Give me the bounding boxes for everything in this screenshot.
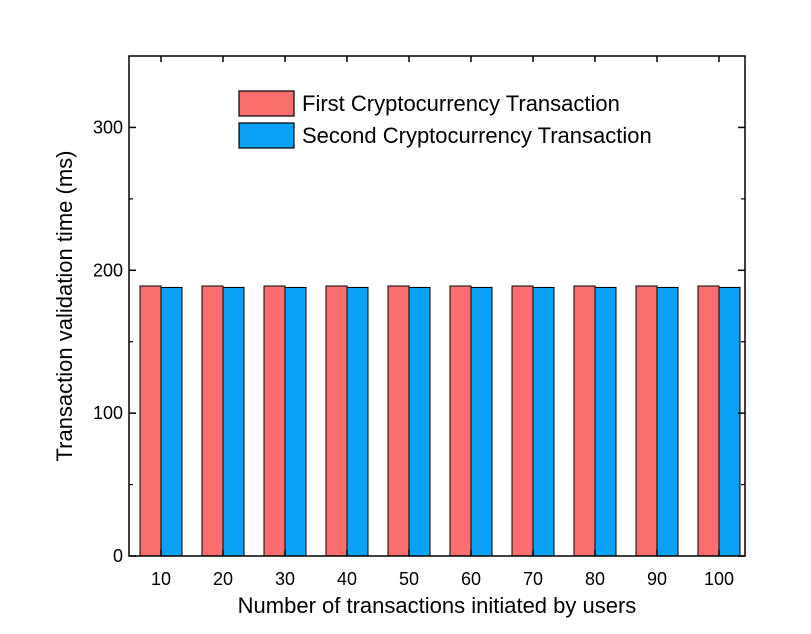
x-tick-label: 100 [704,569,734,589]
legend: First Cryptocurrency Transaction Second … [238,90,652,149]
y-tick-label: 100 [93,403,123,423]
bar-first-100 [697,285,720,557]
legend-label-first: First Cryptocurrency Transaction [302,91,620,116]
x-tick-label: 50 [399,569,419,589]
x-tick-label: 80 [585,569,605,589]
x-tick-label: 60 [461,569,481,589]
y-tick-label: 0 [113,546,123,566]
y-axis-title: Transaction validation time (ms) [52,151,77,462]
bar-second-70 [532,286,555,557]
bars-group [139,285,741,557]
x-tick-label: 10 [151,569,171,589]
bar-second-10 [160,286,183,557]
bar-first-30 [263,285,286,557]
x-axis-title: Number of transactions initiated by user… [238,593,637,618]
y-axis-ticks: 0 100 200 300 [93,117,745,566]
bar-first-80 [573,285,596,557]
bar-second-30 [284,286,307,557]
bar-second-90 [656,286,679,557]
bar-second-100 [718,286,741,557]
x-tick-label: 20 [213,569,233,589]
x-axis-ticks: 10 20 30 40 50 60 70 80 90 100 [151,56,734,589]
legend-swatch-first [238,90,295,117]
bar-second-20 [222,286,245,557]
bar-first-10 [139,285,162,557]
legend-swatch-second [238,122,295,149]
x-tick-label: 40 [337,569,357,589]
x-tick-label: 90 [647,569,667,589]
y-tick-label: 300 [93,117,123,137]
bar-first-90 [635,285,658,557]
y-tick-label: 200 [93,260,123,280]
bar-first-60 [449,285,472,557]
plot-frame [128,55,746,557]
bar-second-80 [594,286,617,557]
bar-first-40 [325,285,348,557]
bar-first-20 [201,285,224,557]
bar-second-60 [470,286,493,557]
bar-first-70 [511,285,534,557]
legend-label-second: Second Cryptocurrency Transaction [302,123,652,148]
x-tick-label: 30 [275,569,295,589]
bar-second-50 [408,286,431,557]
bar-first-50 [387,285,410,557]
bar-second-40 [346,286,369,557]
x-tick-label: 70 [523,569,543,589]
